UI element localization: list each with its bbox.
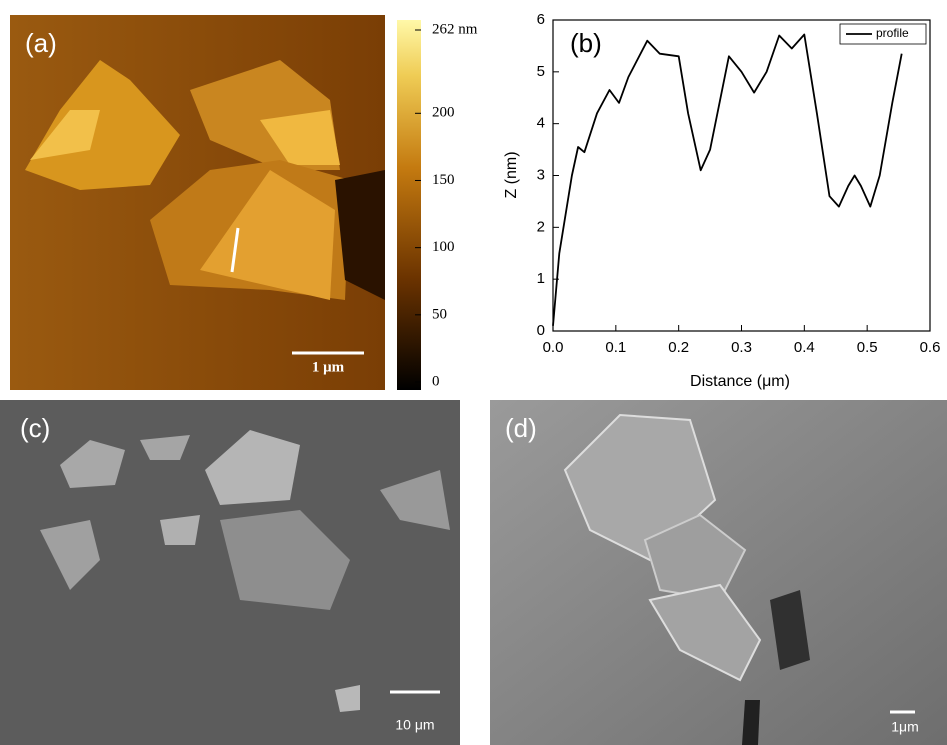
y-tick-label: 5 [537, 63, 545, 80]
colorbar-tick-label: 0 [432, 373, 440, 389]
colorbar-tick-label: 150 [432, 172, 455, 188]
y-tick-label: 6 [537, 11, 545, 28]
scale-bar-label: 1 μm [312, 359, 345, 375]
x-tick-label: 0.6 [920, 339, 941, 356]
scale-bar-label: 1μm [891, 719, 919, 735]
sem-image-d [490, 400, 947, 745]
panel-label: (d) [505, 413, 537, 443]
y-tick-label: 3 [537, 166, 545, 183]
x-tick-label: 0.0 [543, 339, 564, 356]
panel-label: (b) [570, 28, 602, 58]
legend-label: profile [876, 26, 909, 40]
x-tick-label: 0.3 [731, 339, 752, 356]
colorbar-tick-label: 262 nm [432, 21, 478, 37]
scale-bar-label: 10 μm [395, 717, 434, 733]
sem-image-c [0, 400, 460, 745]
panel-label: (c) [20, 413, 50, 443]
colorbar-tick-label: 200 [432, 105, 455, 121]
x-tick-label: 0.2 [668, 339, 689, 356]
x-tick-label: 0.5 [857, 339, 878, 356]
line [553, 35, 902, 326]
page: {"panels": { "a": {"label": "(a)", "scal… [0, 0, 947, 745]
x-tick-label: 0.4 [794, 339, 815, 356]
colorbar-tick-label: 50 [432, 306, 447, 322]
x-axis-label: Distance (μm) [690, 373, 790, 390]
figure: (a) 1 μm (c) 10 μm (d) 1μm (b) Distance … [0, 0, 947, 745]
x-tick-label: 0.1 [605, 339, 626, 356]
colorbar [397, 20, 421, 390]
y-axis-label: Z (nm) [503, 151, 520, 198]
afm-image [10, 15, 385, 390]
y-tick-label: 0 [537, 322, 545, 339]
plot-frame [553, 20, 930, 331]
y-tick-label: 2 [537, 218, 545, 235]
y-tick-label: 1 [537, 270, 545, 287]
panel-label: (a) [25, 28, 57, 58]
colorbar-tick-label: 100 [432, 239, 455, 255]
y-tick-label: 4 [537, 115, 545, 132]
